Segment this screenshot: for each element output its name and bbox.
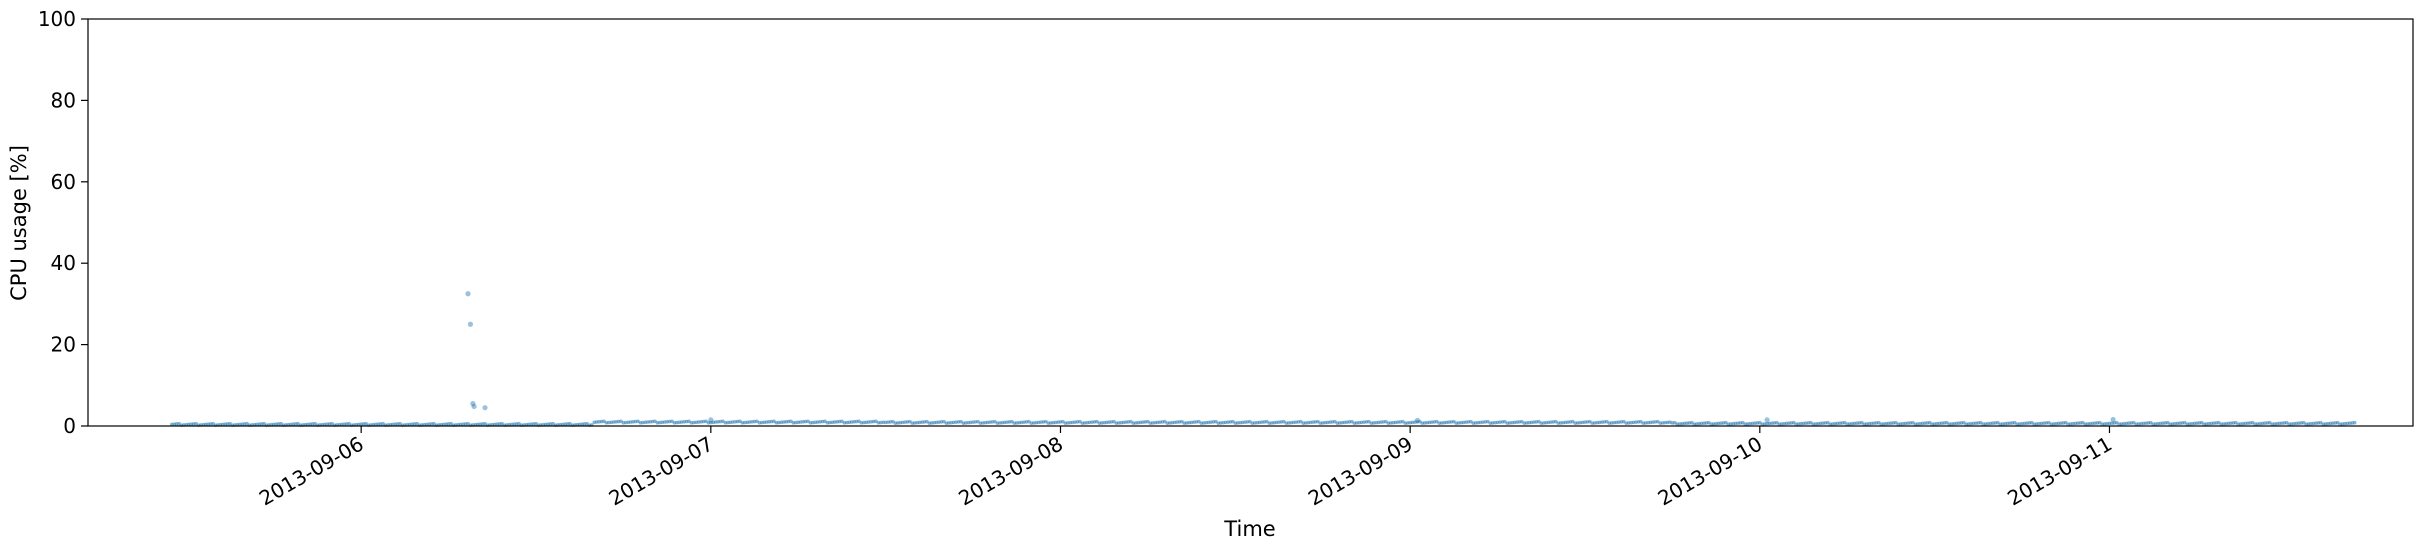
data-point: [2352, 420, 2357, 425]
outlier-point: [1764, 417, 1770, 423]
outlier-point: [1414, 417, 1421, 423]
outlier-point: [465, 291, 471, 297]
y-tick-label: 100: [38, 7, 76, 31]
y-tick-label: 60: [51, 170, 76, 194]
outlier-point: [482, 405, 488, 411]
x-axis-label: Time: [1223, 517, 1275, 541]
y-axis-ticks: 0 20 40 60 80 100: [38, 7, 88, 438]
x-axis-ticks: 2013-09-06 2013-09-07 2013-09-08 2013-09-09…: [255, 426, 2116, 510]
outlier-point: [471, 403, 477, 410]
outlier-point: [467, 321, 474, 327]
y-tick-label: 20: [51, 333, 76, 357]
y-tick-label: 80: [51, 88, 76, 112]
y-tick-label: 0: [63, 414, 76, 438]
x-tick-label: 2013-09-09: [1304, 432, 1417, 511]
x-tick-label: 2013-09-10: [1654, 432, 1767, 511]
outlier-point: [470, 401, 476, 407]
x-tick-label: 2013-09-07: [605, 432, 718, 511]
outlier-point: [708, 417, 714, 423]
plot-area-frame: [87, 18, 2414, 427]
x-tick-label: 2013-09-06: [255, 432, 368, 511]
y-tick-label: 40: [51, 251, 76, 275]
outlier-point: [2110, 416, 2116, 423]
x-tick-label: 2013-09-08: [954, 432, 1067, 511]
x-tick-label: 2013-09-11: [2003, 432, 2116, 511]
data-points: [169, 291, 2357, 427]
y-axis-label: CPU usage [%]: [7, 145, 31, 301]
